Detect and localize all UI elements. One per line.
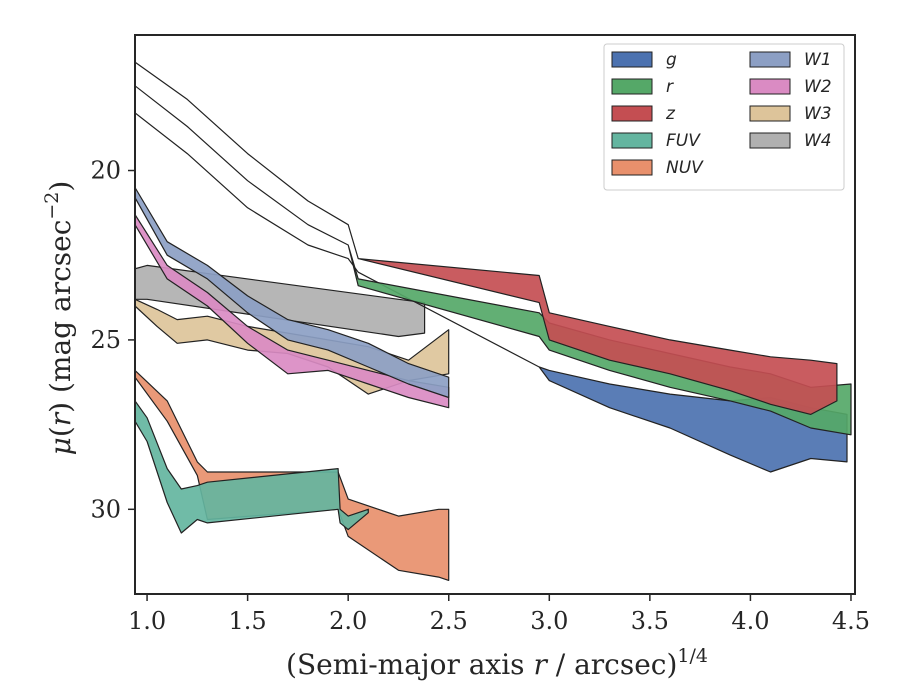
x-tick-label: 4.0	[731, 607, 769, 635]
legend-label-w4: W4	[804, 131, 832, 151]
legend-label-z: z	[665, 104, 676, 124]
legend-swatch-r	[611, 78, 653, 95]
band-w2	[135, 214, 450, 409]
legend-label-fuv: FUV	[666, 131, 701, 151]
legend-swatch-g	[611, 51, 653, 68]
legend-swatch-w3	[749, 105, 791, 122]
x-tick-label: 3.0	[530, 607, 568, 635]
x-tick-label: 4.5	[832, 607, 870, 635]
legend-label-w1: W1	[804, 50, 832, 70]
legend-label-w2: W2	[804, 77, 832, 97]
legend-swatch-z	[611, 105, 653, 122]
x-tick-label: 3.5	[631, 607, 669, 635]
legend-label-nuv: NUV	[666, 158, 704, 178]
band-fuv	[135, 400, 369, 534]
y-tick-label: 30	[90, 495, 121, 523]
legend-label-g: g	[666, 50, 677, 70]
y-tick-label: 25	[90, 326, 121, 354]
plot-frame	[134, 34, 856, 595]
x-tick-label: 2.5	[430, 607, 468, 635]
y-axis-ticks: 20 25 30	[90, 157, 135, 523]
chart-legend: grz FUV NUV W1 W2 W3 W4	[603, 43, 845, 191]
x-tick-label: 2.0	[329, 607, 367, 635]
y-axis-label: μ(r) (mag arcsec−2)	[41, 181, 77, 456]
x-axis-ticks: 1.0 1.5 2.0 2.5 3.0 3.5 4.0 4.5	[128, 594, 870, 635]
x-tick-label: 1.0	[128, 607, 166, 635]
legend-label-r: r	[666, 77, 674, 97]
legend-label-w3: W3	[804, 104, 832, 124]
legend-swatch-nuv	[611, 159, 653, 176]
y-tick-label: 20	[90, 157, 121, 185]
band-w1	[135, 186, 450, 399]
band-w4	[135, 264, 426, 338]
legend-swatch-w4	[749, 132, 791, 149]
x-axis-label: (Semi-major axis r / arcsec)1/4	[286, 645, 708, 681]
legend-swatch-w1	[749, 51, 791, 68]
band-z	[135, 61, 838, 415]
x-tick-label: 1.5	[229, 607, 267, 635]
profile-bands	[135, 61, 852, 581]
legend-swatch-w2	[749, 78, 791, 95]
legend-swatch-fuv	[611, 132, 653, 149]
